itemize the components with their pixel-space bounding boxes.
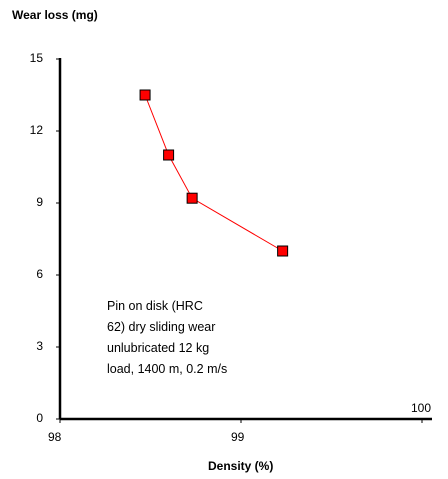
annotation-line: Pin on disk (HRC [107,299,203,313]
y-tick-label: 6 [36,267,43,281]
y-tick-label: 0 [36,411,43,425]
annotation-line: unlubricated 12 kg [107,341,210,355]
x-tick-label: 100 [411,401,432,415]
y-tick-label: 12 [29,123,43,137]
series-layer [56,58,423,423]
data-point-marker [163,149,175,161]
annotation-line: load, 1400 m, 0.2 m/s [107,362,228,376]
data-point-marker [186,192,198,204]
y-tick-label: 9 [36,195,43,209]
x-axis-label: Density (%) [208,459,274,473]
data-point-marker [277,245,289,257]
y-tick-label: 15 [29,51,43,65]
series-line [144,94,283,252]
y-axis-label: Wear loss (mg) [12,8,98,22]
y-tick-label: 3 [36,339,43,353]
test-conditions-annotation: Pin on disk (HRC 62) dry sliding wear un… [107,296,227,380]
x-tick-label: 98 [48,430,62,444]
annotation-line: 62) dry sliding wear [107,320,216,334]
data-point-marker [139,89,151,101]
x-tick-label: 99 [231,430,245,444]
